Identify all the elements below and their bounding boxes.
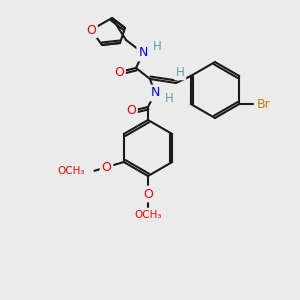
- Text: H: H: [176, 65, 184, 79]
- Text: OCH₃: OCH₃: [57, 166, 84, 176]
- Text: H: H: [165, 92, 173, 104]
- Text: O: O: [126, 104, 136, 118]
- Text: H: H: [153, 40, 161, 53]
- Text: OCH₃: OCH₃: [134, 210, 162, 220]
- Text: O: O: [143, 188, 153, 200]
- Text: O: O: [114, 65, 124, 79]
- Text: Br: Br: [256, 98, 270, 110]
- Text: O: O: [86, 23, 96, 37]
- Text: N: N: [138, 46, 148, 59]
- Text: N: N: [150, 86, 160, 100]
- Text: O: O: [102, 161, 111, 174]
